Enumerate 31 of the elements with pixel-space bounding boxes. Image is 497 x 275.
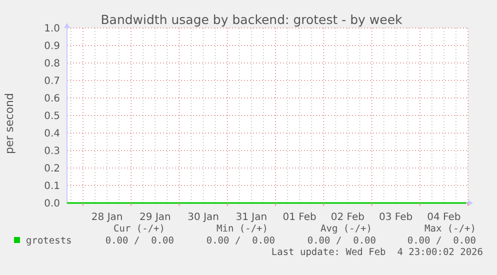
y-tick-label: 1.0 [44,24,60,34]
x-tick-label: 02 Feb [330,212,365,223]
text: Avg (-/+) [320,224,372,234]
y-tick-label: 0.9 [44,41,60,52]
y-tick-label: 0.3 [44,146,60,157]
x-tick-label: 29 Jan [140,212,171,223]
y-tick-label: 0.8 [44,58,60,70]
legend-label: grotests [26,236,72,246]
y-tick-label: 0.4 [44,128,60,140]
y-axis-title: per second [3,93,16,154]
x-tick-label: 30 Jan [188,212,220,223]
x-tick-label: 04 Feb [427,212,461,223]
text: Last update: Wed Feb 4 23:00:02 2026 [271,247,484,258]
text: Cur (-/+) [114,224,165,234]
y-tick-label: 0.6 [44,94,60,104]
x-tick-label: 01 Feb [282,212,316,223]
y-tick-label: 0.5 [44,111,60,122]
text: Min (-/+) [216,224,268,234]
text: Max (-/+) [424,224,476,234]
x-tick-label: 28 Jan [91,212,123,223]
text: 0.00 / 0.00 [206,236,276,246]
y-tick-label: 0.2 [44,164,60,174]
chart-title: Bandwidth usage by backend: grotest - by week [100,12,404,27]
text: 0.00 / 0.00 [307,236,376,246]
y-tick-label: 0.0 [44,198,60,210]
y-tick-label: 0.1 [44,181,60,192]
text: 0.00 / 0.00 [105,236,174,246]
y-tick-label: 0.7 [44,76,60,87]
text: 0.00 / 0.00 [407,236,476,246]
x-tick-label: 03 Feb [379,212,413,223]
x-tick-label: 31 Jan [236,212,268,223]
